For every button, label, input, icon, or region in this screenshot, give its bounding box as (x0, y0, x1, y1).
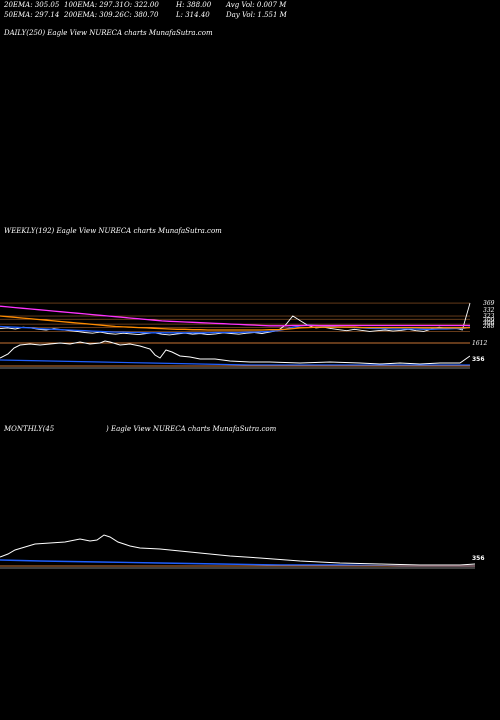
weekly-indicator-white (0, 340, 471, 365)
monthly-indicator-blue (0, 559, 475, 567)
weekly-series-line (0, 315, 471, 331)
monthly-indicator-badge-bg (470, 553, 498, 562)
weekly-level-tick: 309 (483, 317, 495, 324)
weekly-level-tick: 300 (483, 320, 495, 327)
weekly-series-line (0, 324, 471, 334)
weekly-series-line (0, 305, 470, 327)
weekly-indicator-badge-bg (470, 354, 498, 363)
ema20-value: 20EMA: 305.05 (4, 1, 60, 9)
weekly-indicator-badge: 356 (472, 356, 485, 363)
daily-panel-label: DAILY(250) Eagle View NURECA charts Muna… (4, 29, 213, 37)
low-value: L: 314.40 (176, 11, 210, 19)
weekly-level-tick: 288 (482, 323, 495, 330)
ema100-value: 100EMA: 297.31 (64, 1, 124, 9)
weekly-level-tick: 323 (483, 313, 495, 320)
monthly-indicator-badge: 356 (472, 555, 485, 562)
weekly-indicator-blue (0, 359, 470, 366)
open-value: O: 322.00 (124, 1, 159, 9)
monthly-indicator-white (0, 534, 476, 566)
weekly-series-line (0, 302, 471, 336)
weekly-level-tick: 369 (483, 300, 495, 307)
weekly-volume-tick: 1612 (472, 340, 487, 347)
weekly-level-tick: 332 (483, 307, 495, 314)
high-value: H: 388.00 (176, 1, 212, 9)
weekly-price-series (0, 302, 471, 336)
monthly-panel-label-left: MONTHLY(45 (4, 425, 55, 433)
ema50-value: 50EMA: 297.14 (4, 11, 60, 19)
weekly-panel-label: WEEKLY(192) Eagle View NURECA charts Mun… (4, 227, 222, 235)
monthly-panel-label-right: ) Eagle View NURECA charts MunafaSutra.c… (106, 425, 277, 433)
day-vol-value: Day Vol: 1.551 M (226, 11, 287, 19)
close-value: C: 380.70 (124, 11, 159, 19)
avg-vol-value: Avg Vol: 0.007 M (226, 1, 287, 9)
ema200-value: 200EMA: 309.26 (64, 11, 124, 19)
